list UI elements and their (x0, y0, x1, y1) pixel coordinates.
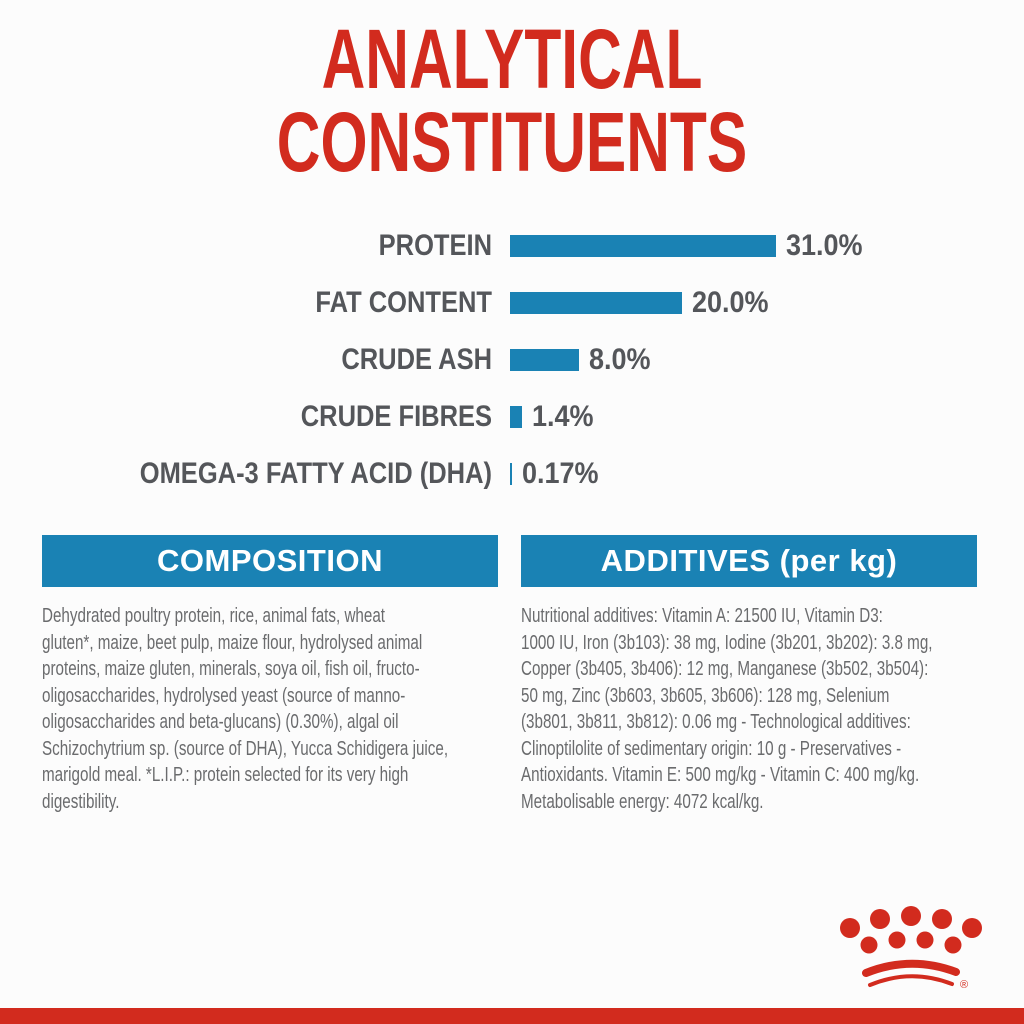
chart-bar (510, 235, 776, 257)
page-title: ANALYTICAL CONSTITUENTS (143, 12, 880, 189)
registered-trademark-mark: ® (960, 979, 968, 991)
chart-bar (510, 463, 512, 485)
additives-section: ADDITIVES (per kg) Nutritional additives… (521, 535, 977, 815)
footer-red-bar (0, 1008, 1024, 1024)
additives-text: Nutritional additives: Vitamin A: 21500 … (521, 605, 933, 813)
analytical-constituents-chart: PROTEIN 31.0% FAT CONTENT 20.0% CRUDE ASH 8.0… (0, 229, 1024, 490)
royal-canin-crown-icon: ® (840, 906, 982, 991)
page-title-line2: CONSTITUENTS (276, 95, 748, 189)
chart-bar (510, 406, 522, 428)
chart-bar (510, 349, 579, 371)
composition-section: COMPOSITION Dehydrated poultry protein, … (42, 535, 498, 815)
composition-header-label: COMPOSITION (157, 543, 383, 578)
chart-row: PROTEIN 31.0% (0, 229, 1024, 262)
additives-header-label: ADDITIVES (per kg) (600, 543, 898, 578)
chart-row: CRUDE FIBRES 1.4% (0, 400, 1024, 433)
chart-row: CRUDE ASH 8.0% (0, 343, 1024, 376)
chart-category-label: FAT CONTENT (315, 286, 492, 319)
page-title-line1: ANALYTICAL (321, 12, 703, 106)
chart-row: OMEGA-3 FATTY ACID (DHA) 0.17% (0, 457, 1024, 490)
chart-bar (510, 292, 682, 314)
chart-value-label: 20.0% (692, 286, 769, 319)
chart-value-label: 8.0% (589, 343, 651, 376)
composition-text: Dehydrated poultry protein, rice, animal… (42, 605, 449, 813)
chart-category-label: PROTEIN (378, 229, 492, 262)
composition-header: COMPOSITION (42, 535, 498, 587)
chart-category-label: OMEGA-3 FATTY ACID (DHA) (139, 457, 492, 490)
chart-value-label: 31.0% (786, 229, 863, 262)
chart-category-label: CRUDE FIBRES (300, 400, 492, 433)
chart-category-label: CRUDE ASH (341, 343, 492, 376)
info-columns: COMPOSITION Dehydrated poultry protein, … (42, 535, 977, 815)
chart-value-label: 0.17% (522, 457, 599, 490)
additives-header: ADDITIVES (per kg) (521, 535, 977, 587)
chart-row: FAT CONTENT 20.0% (0, 286, 1024, 319)
chart-value-label: 1.4% (532, 400, 594, 433)
